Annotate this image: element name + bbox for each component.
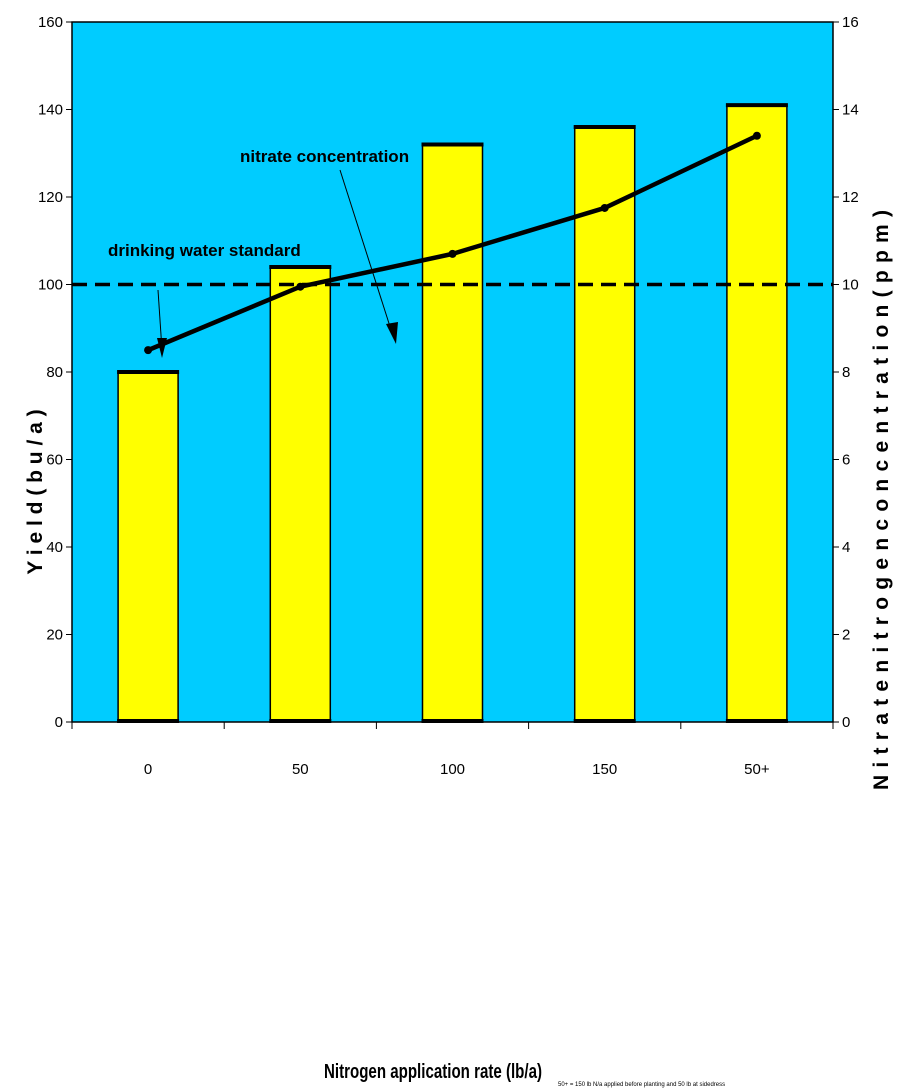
y2-tick-label: 8	[842, 364, 850, 381]
y-tick-label: 0	[55, 714, 63, 731]
standard-arrow-head	[157, 338, 167, 358]
nitrate-annotation-arrow	[339, 169, 394, 337]
x-axis-title: Nitrogen application rate (lb/a)	[324, 1061, 542, 1083]
y-tick-label: 120	[38, 189, 63, 206]
standard-annotation: drinking water standard	[108, 241, 301, 260]
y-tick-label: 60	[46, 452, 63, 469]
y2-axis-title: N i t r a t e n i t r o g e n c o n c e …	[870, 210, 893, 790]
y-tick-label: 80	[46, 364, 63, 381]
x-tick-label: 150	[592, 761, 617, 778]
nitrate-point-50+	[752, 131, 761, 140]
y2-tick-label: 4	[842, 539, 850, 556]
y2-tick-label: 6	[842, 452, 850, 469]
bar-50	[269, 266, 332, 723]
y-tick-label: 40	[46, 539, 63, 556]
bar-series	[117, 103, 788, 723]
nitrate-points	[144, 131, 761, 355]
bar-100	[421, 143, 484, 723]
nitrate-point-0	[144, 346, 153, 355]
footnote: 50+ = 150 lb N/a applied before planting…	[558, 1082, 725, 1088]
nitrate-annotation: nitrate concentration	[240, 147, 409, 166]
x-tick-label: 50	[292, 761, 309, 778]
y2-tick-label: 0	[842, 714, 850, 731]
bar-0	[117, 371, 179, 723]
x-tick-label: 0	[144, 761, 152, 778]
nitrate-point-100	[448, 249, 457, 258]
y2-tick-label: 16	[842, 14, 859, 31]
nitrate-point-50	[296, 282, 305, 291]
y-tick-label: 140	[38, 102, 63, 119]
y-tick-label: 160	[38, 14, 63, 31]
y2-tick-label: 10	[842, 277, 859, 294]
y-tick-label: 20	[46, 627, 63, 644]
x-tick-label: 100	[440, 761, 465, 778]
y2-tick-label: 12	[842, 189, 859, 206]
y-axis-title: Y i e l d ( b u / a )	[24, 409, 47, 574]
y-tick-label: 100	[38, 277, 63, 294]
nitrate-arrow-head	[386, 322, 398, 344]
y2-tick-label: 2	[842, 627, 850, 644]
bar-50+	[726, 104, 788, 723]
x-tick-label: 50+	[744, 761, 770, 778]
y2-tick-label: 14	[842, 102, 859, 119]
nitrate-point-150	[600, 203, 609, 212]
bar-150	[573, 126, 636, 723]
